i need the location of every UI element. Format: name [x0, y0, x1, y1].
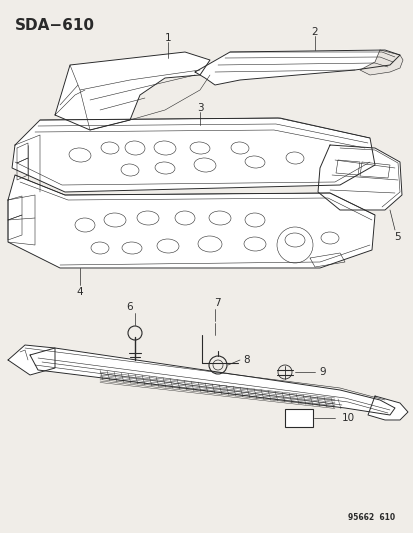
Polygon shape — [359, 50, 402, 75]
Polygon shape — [195, 50, 399, 85]
Text: 1: 1 — [164, 33, 171, 43]
Text: 4: 4 — [76, 287, 83, 297]
Bar — [284, 409, 312, 427]
Text: 8: 8 — [242, 355, 249, 365]
Polygon shape — [367, 396, 407, 420]
Text: 9: 9 — [318, 367, 325, 377]
Text: 7: 7 — [213, 298, 220, 308]
Text: 10: 10 — [341, 413, 354, 423]
Text: 3: 3 — [196, 103, 203, 113]
Polygon shape — [317, 145, 401, 210]
Polygon shape — [8, 175, 374, 268]
Polygon shape — [12, 118, 374, 192]
Text: 6: 6 — [126, 302, 133, 312]
Polygon shape — [55, 52, 209, 130]
Text: SDA−610: SDA−610 — [15, 18, 95, 33]
Text: 2: 2 — [311, 27, 318, 37]
Polygon shape — [30, 348, 394, 415]
Polygon shape — [8, 345, 55, 375]
Text: 5: 5 — [394, 232, 400, 242]
Text: 95662  610: 95662 610 — [347, 513, 394, 522]
